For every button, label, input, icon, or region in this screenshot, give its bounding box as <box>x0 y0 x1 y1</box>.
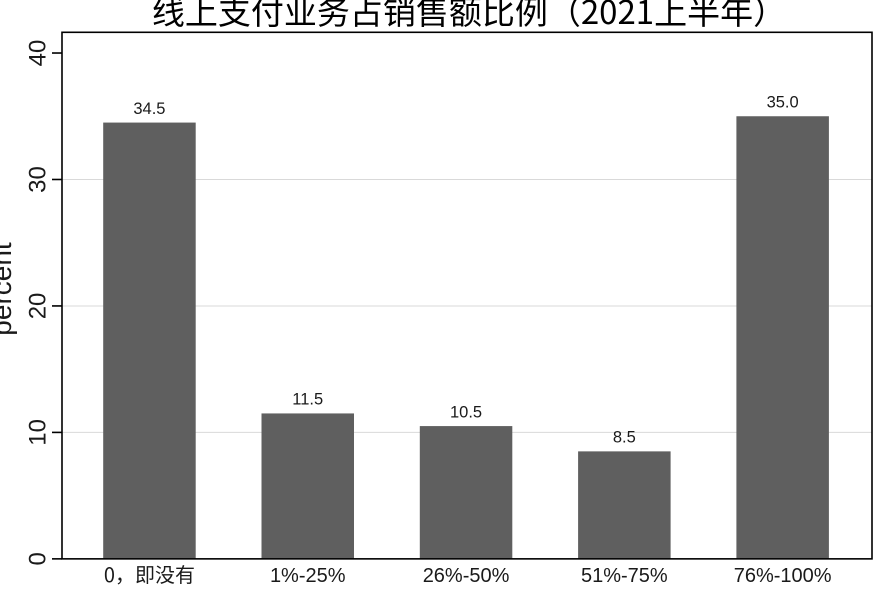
svg-text:40: 40 <box>25 40 52 67</box>
svg-text:10.5: 10.5 <box>450 403 482 421</box>
svg-text:0: 0 <box>25 552 52 565</box>
svg-text:51%-75%: 51%-75% <box>581 565 668 587</box>
svg-text:percent: percent <box>0 242 17 336</box>
svg-text:20: 20 <box>25 293 52 320</box>
svg-text:0，即没有: 0，即没有 <box>104 559 195 588</box>
svg-text:76%-100%: 76%-100% <box>734 565 832 587</box>
svg-text:1%-25%: 1%-25% <box>270 565 346 587</box>
svg-text:35.0: 35.0 <box>767 94 799 112</box>
svg-text:8.5: 8.5 <box>613 429 636 447</box>
svg-text:线上支付业务占销售额比例（2021上半年）: 线上支付业务占销售额比例（2021上半年） <box>152 0 786 34</box>
svg-text:10: 10 <box>25 419 52 446</box>
svg-text:34.5: 34.5 <box>133 100 165 118</box>
svg-text:30: 30 <box>25 166 52 193</box>
svg-text:11.5: 11.5 <box>292 391 323 409</box>
svg-text:26%-50%: 26%-50% <box>423 565 510 587</box>
